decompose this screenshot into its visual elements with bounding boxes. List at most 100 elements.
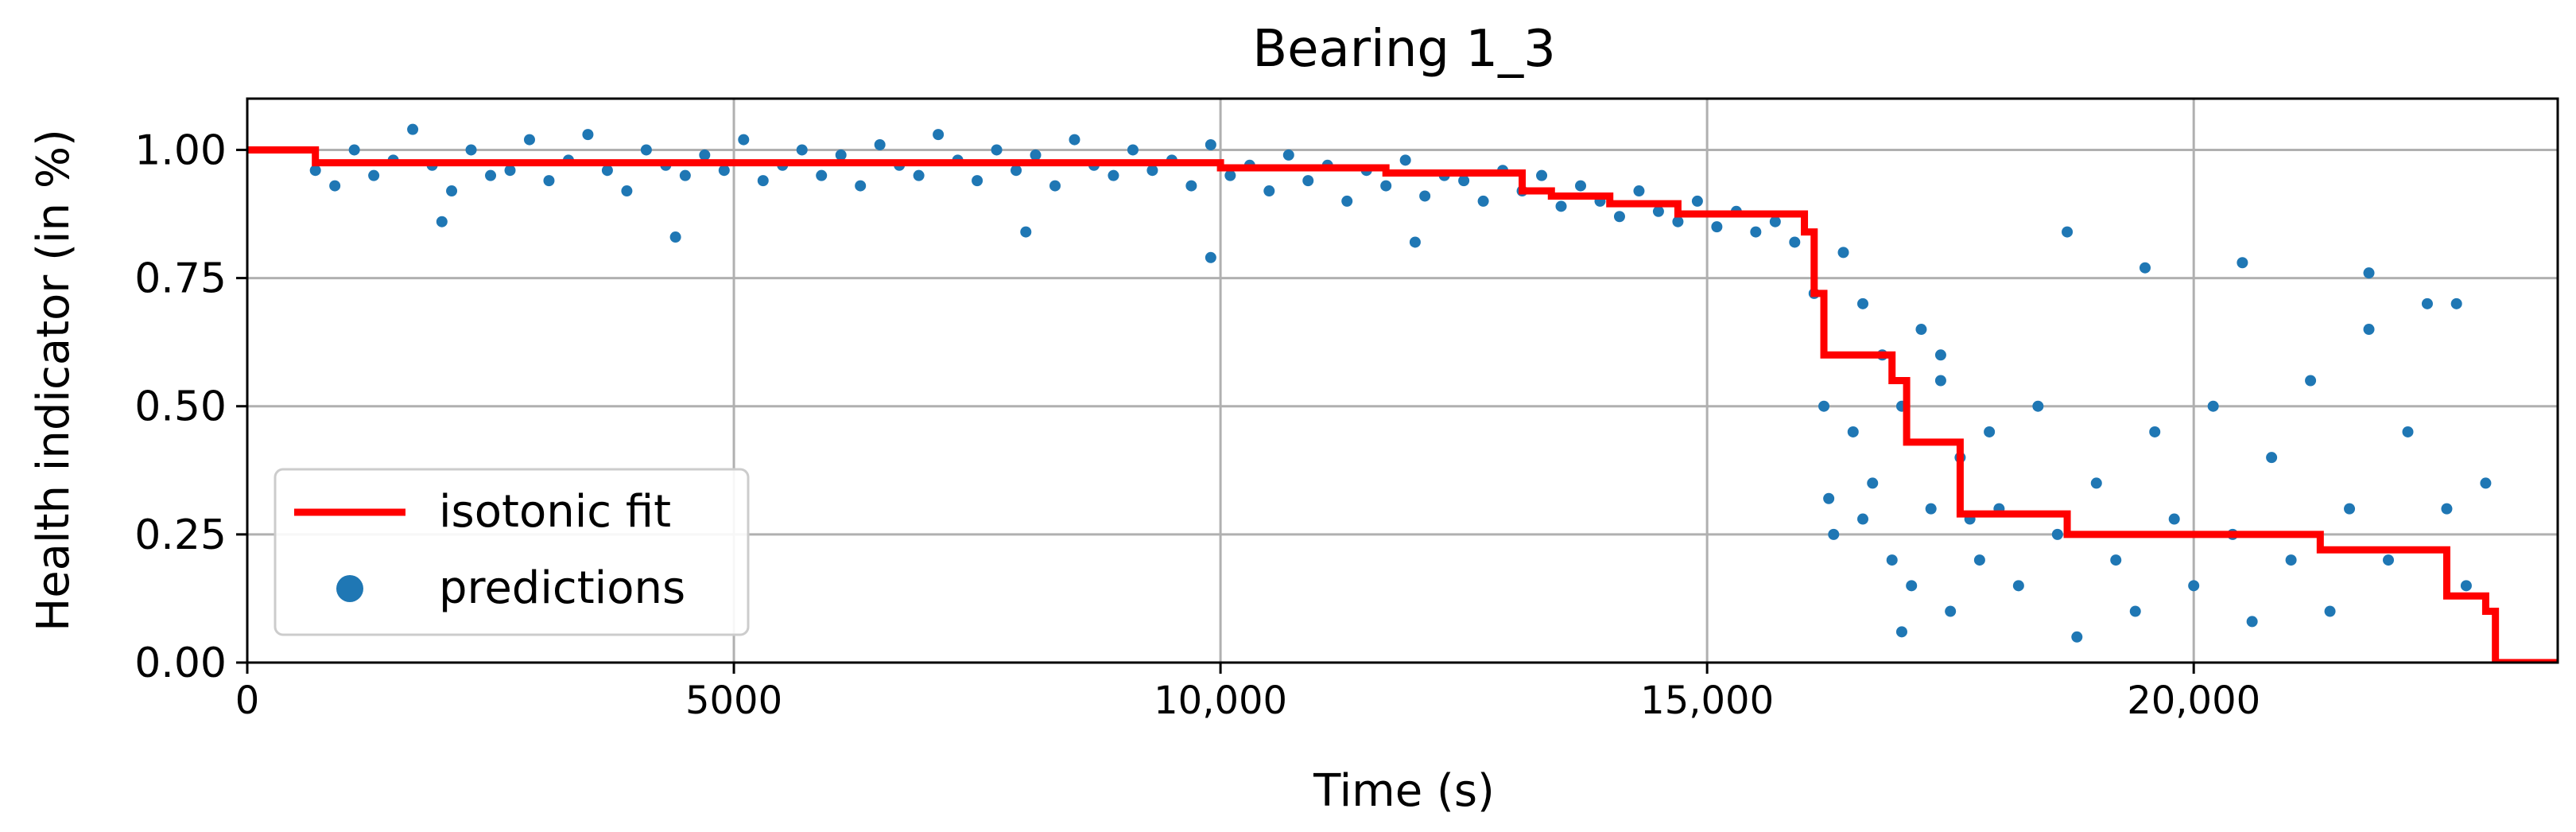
prediction-point [816, 169, 828, 181]
prediction-point [1263, 185, 1275, 197]
prediction-point [1945, 605, 1957, 617]
chart-title: Bearing 1_3 [1252, 20, 1556, 79]
prediction-point [1789, 236, 1801, 248]
y-tick-label: 0.25 [134, 511, 227, 559]
prediction-point [2363, 324, 2375, 336]
prediction-point [2450, 297, 2462, 309]
prediction-point [2324, 605, 2336, 617]
prediction-point [2305, 375, 2317, 387]
prediction-point [1127, 144, 1139, 156]
prediction-point [1915, 324, 1927, 336]
y-axis-label: Health indicator (in %) [28, 129, 80, 632]
prediction-point [1282, 149, 1294, 161]
prediction-point [2090, 477, 2102, 489]
prediction-point [1380, 180, 1392, 192]
legend: isotonic fit predictions [274, 468, 750, 636]
plot-frame [246, 97, 2559, 664]
prediction-point [1477, 195, 1489, 207]
prediction-point [1575, 180, 1587, 192]
prediction-point [504, 165, 516, 177]
scatter-series [309, 123, 2492, 643]
prediction-point [2012, 580, 2024, 592]
prediction-point [1205, 251, 1216, 263]
prediction-point [446, 185, 458, 197]
prediction-point [2071, 631, 2083, 643]
prediction-point [1555, 200, 1567, 212]
grid [247, 99, 2558, 663]
prediction-point [1419, 190, 1431, 202]
prediction-point [1691, 195, 1703, 207]
y-axis: 0.00 0.25 0.50 0.75 1.00 [134, 126, 247, 687]
prediction-point [2168, 513, 2180, 525]
x-tick-label: 20,000 [2127, 678, 2260, 723]
prediction-point [1458, 175, 1470, 187]
prediction-point [2421, 297, 2433, 309]
prediction-point [2032, 400, 2044, 412]
prediction-point [1769, 216, 1781, 227]
prediction-point [1856, 513, 1868, 525]
prediction-point [543, 175, 555, 187]
prediction-point [309, 165, 321, 177]
prediction-point [1069, 134, 1080, 146]
prediction-point [601, 165, 613, 177]
prediction-point [1633, 185, 1645, 197]
prediction-point [699, 149, 711, 161]
prediction-point [407, 123, 419, 135]
prediction-point [1934, 375, 1946, 387]
prediction-point [757, 175, 769, 187]
prediction-point [2480, 477, 2492, 489]
prediction-point [2363, 267, 2375, 279]
prediction-point [1341, 195, 1353, 207]
prediction-point [640, 144, 652, 156]
prediction-point [2139, 262, 2151, 274]
prediction-point [1652, 205, 1664, 217]
prediction-point [855, 180, 867, 192]
legend-label-isotonic-fit: isotonic fit [439, 486, 671, 538]
prediction-point [2266, 452, 2278, 464]
y-tick-label: 0.00 [134, 640, 227, 687]
x-tick-label: 15,000 [1640, 678, 1774, 723]
prediction-point [1750, 226, 1762, 238]
prediction-point [348, 144, 360, 156]
prediction-point [465, 144, 477, 156]
prediction-point [913, 169, 925, 181]
prediction-point [2110, 554, 2122, 566]
prediction-point [1711, 221, 1723, 233]
isotonic-fit-line [247, 146, 2558, 663]
prediction-point [1867, 477, 1879, 489]
prediction-point [1146, 165, 1158, 177]
prediction-point [1302, 175, 1314, 187]
prediction-point [1409, 236, 1421, 248]
prediction-point [523, 134, 535, 146]
prediction-point [1020, 226, 1032, 238]
prediction-point [679, 169, 691, 181]
x-axis-label: Time (s) [1313, 765, 1495, 817]
prediction-point [1984, 426, 1996, 437]
prediction-point [1973, 554, 1985, 566]
prediction-point [2460, 580, 2472, 592]
prediction-point [972, 175, 983, 187]
prediction-point [2402, 426, 2414, 437]
prediction-point [1049, 180, 1061, 192]
prediction-point [1672, 216, 1684, 227]
prediction-point [2051, 528, 2063, 540]
prediction-point [621, 185, 633, 197]
x-tick-label: 10,000 [1154, 678, 1287, 723]
prediction-point [2344, 503, 2356, 515]
prediction-point [1823, 492, 1835, 504]
y-tick-label: 0.75 [134, 255, 227, 303]
prediction-point [874, 139, 886, 151]
prediction-point [329, 180, 341, 192]
prediction-point [1895, 626, 1907, 638]
prediction-point [738, 134, 750, 146]
prediction-point [991, 144, 1003, 156]
prediction-point [368, 169, 380, 181]
y-tick-label: 0.50 [134, 383, 227, 431]
prediction-point [1185, 180, 1197, 192]
prediction-point [485, 169, 497, 181]
prediction-point [1925, 503, 1937, 515]
prediction-point [1399, 154, 1411, 166]
prediction-point [1536, 169, 1548, 181]
x-axis: 0 5000 10,000 15,000 20,000 [235, 663, 2260, 723]
